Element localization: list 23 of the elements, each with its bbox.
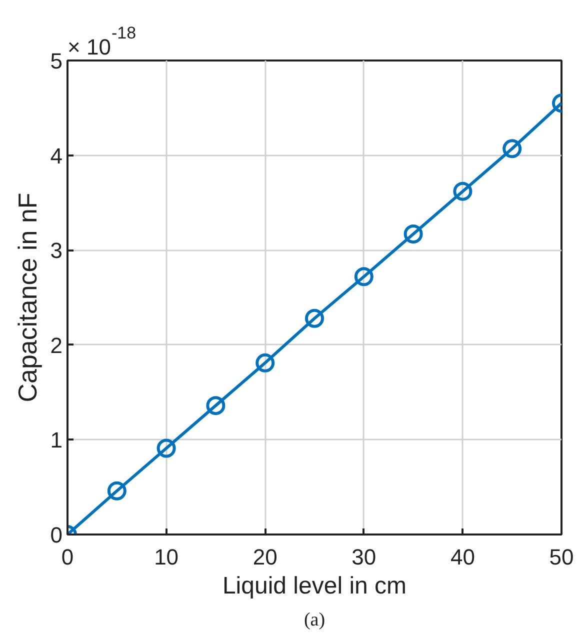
- point: [206, 396, 226, 416]
- x-tick-label: 20: [252, 544, 278, 570]
- x-tick-label: 40: [450, 544, 475, 570]
- point: [502, 139, 522, 158]
- point: [256, 353, 275, 372]
- point: [354, 267, 374, 286]
- point: [156, 438, 176, 458]
- y-tick-label: 0: [50, 522, 63, 548]
- x-tick-label: 30: [352, 544, 376, 570]
- point: [305, 308, 324, 328]
- text: (a): [304, 610, 326, 630]
- y-tick-label: 3: [50, 238, 63, 264]
- point: [404, 224, 423, 244]
- point: [107, 481, 126, 500]
- point: [453, 182, 472, 201]
- y-tick-label: 2: [50, 332, 63, 358]
- x-tick-label: 50: [549, 544, 574, 570]
- x-tick-label: 10: [154, 544, 179, 570]
- x-axis-title: Liquid level in cm: [222, 572, 407, 600]
- y-axis-title: Capacitance in nF: [12, 192, 42, 402]
- y-tick-label: 1: [50, 428, 63, 453]
- y-tick-label: 5: [50, 48, 63, 74]
- y-tick-label: 4: [50, 143, 63, 168]
